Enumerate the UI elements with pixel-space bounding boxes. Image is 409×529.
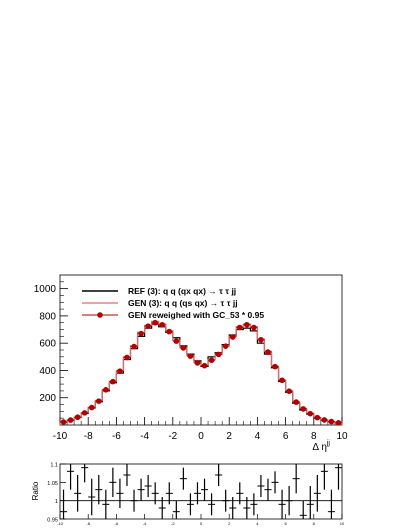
- reweighed-point: [321, 417, 328, 423]
- reweighed-point: [208, 357, 215, 364]
- reweighed-point: [307, 410, 314, 417]
- reweighed-point: [279, 377, 285, 384]
- reweighed-point: [187, 353, 194, 359]
- reweighed-point: [236, 324, 243, 331]
- x-tick-label: 4: [255, 431, 261, 442]
- x-tick-label: 10: [336, 431, 348, 442]
- main-y-axis: 200 400 600 800 1000: [34, 281, 68, 419]
- x-tick-label: -4: [140, 431, 149, 442]
- legend-label-reweighed: GEN reweighed with GC_53 * 0.95: [128, 310, 264, 320]
- ratio-y-axis-label: Ratio: [31, 481, 40, 500]
- y-tick-label: 600: [39, 339, 56, 350]
- main-x-axis: -10 -8 -6 -4 -2 0 2 4 6 8 10: [53, 417, 348, 442]
- reweighed-point: [152, 319, 158, 326]
- ratio-x-tick-label: -10: [57, 521, 64, 526]
- reweighed-point: [314, 414, 321, 421]
- x-tick-label: 0: [198, 431, 204, 442]
- reweighed-point: [300, 406, 307, 412]
- ratio-x-tick-label: 4: [256, 521, 259, 526]
- ratio-y-tick-label: 0.95: [47, 518, 58, 524]
- x-tick-label: 8: [311, 431, 317, 442]
- reweighed-point: [173, 338, 180, 344]
- reweighed-point: [229, 334, 236, 340]
- ratio-x-tick-label: -4: [143, 521, 147, 526]
- ratio-x-tick-label: -6: [115, 521, 119, 526]
- reweighed-point: [117, 368, 123, 374]
- reweighed-point: [131, 343, 137, 350]
- ratio-points: [60, 464, 342, 519]
- reweighed-point: [95, 398, 102, 404]
- main-plot: 200 400 600 800 1000 -10 -8 -6 -4 -2 0 2 4 6 8 10 Δ ηj…: [34, 274, 348, 453]
- y-tick-label: 1000: [34, 284, 57, 295]
- main-series: [59, 319, 343, 426]
- reweighed-point: [81, 410, 88, 416]
- x-axis-label: Δ ηjj: [312, 440, 330, 453]
- reweighed-point: [244, 321, 250, 328]
- reweighed-point: [215, 351, 222, 358]
- reweighed-point: [74, 414, 81, 421]
- reweighed-point: [293, 399, 299, 405]
- y-tick-label: 200: [39, 393, 56, 404]
- y-tick-label: 400: [39, 366, 56, 377]
- x-tick-label: -6: [112, 431, 121, 442]
- x-axis-label-superscript: jj: [326, 440, 331, 447]
- ratio-x-tick-label: 6: [284, 521, 287, 526]
- reweighed-point: [138, 330, 144, 337]
- reweighed-point: [159, 321, 166, 328]
- reweighed-point: [251, 324, 257, 331]
- reweighed-point: [60, 419, 67, 425]
- reweighed-point: [166, 328, 173, 335]
- ratio-x-tick-label: 10: [340, 521, 345, 526]
- reweighed-point: [258, 336, 264, 343]
- reweighed-point: [335, 420, 342, 426]
- legend-swatch-reweighed-marker: [97, 312, 103, 318]
- legend: REF (3): q q (qx qx) → τ τ jj GEN (3): q…: [82, 286, 264, 320]
- reweighed-point: [265, 349, 271, 355]
- legend-label-ref: REF (3): q q (qx qx) → τ τ jj: [128, 286, 236, 296]
- reweighed-point: [286, 388, 292, 394]
- y-tick-label: 800: [39, 311, 56, 322]
- ratio-x-tick-label: 2: [228, 521, 231, 526]
- reweighed-point: [88, 404, 95, 411]
- ratio-plot: 0.95 1 1.05 1.1 -10 -8 -6 -4 -2 0 2 4 6 8 10 Ratio: [31, 463, 345, 527]
- ratio-x-tick-label: 8: [313, 521, 316, 526]
- reweighed-point: [110, 378, 116, 385]
- reweighed-point: [67, 417, 74, 423]
- x-tick-label: -8: [84, 431, 93, 442]
- reweighed-point: [222, 343, 229, 349]
- reweighed-point: [272, 363, 278, 370]
- reweighed-point: [145, 323, 151, 329]
- reweighed-point: [124, 354, 130, 361]
- ratio-y-tick-label: 1: [55, 499, 58, 505]
- x-tick-label: 2: [226, 431, 232, 442]
- ratio-x-tick-label: -2: [171, 521, 175, 526]
- ratio-x-tick-label: 0: [200, 521, 203, 526]
- ratio-x-tick-label: -8: [86, 521, 90, 526]
- x-tick-label: -10: [53, 431, 68, 442]
- reweighed-point: [103, 387, 109, 393]
- ratio-y-tick-label: 1.05: [47, 481, 58, 487]
- reweighed-point: [180, 345, 187, 351]
- x-tick-label: -2: [168, 431, 177, 442]
- x-axis-label-main: Δ η: [312, 442, 326, 453]
- ratio-x-axis: -10 -8 -6 -4 -2 0 2 4 6 8 10: [57, 514, 345, 526]
- x-tick-label: 6: [283, 431, 289, 442]
- reweighed-point: [201, 362, 208, 369]
- reweighed-point: [194, 360, 201, 366]
- reweighed-point: [328, 418, 335, 425]
- ratio-y-tick-label: 1.1: [50, 463, 58, 469]
- legend-label-gen: GEN (3): q q (qs qx) → τ τ jj: [128, 298, 238, 308]
